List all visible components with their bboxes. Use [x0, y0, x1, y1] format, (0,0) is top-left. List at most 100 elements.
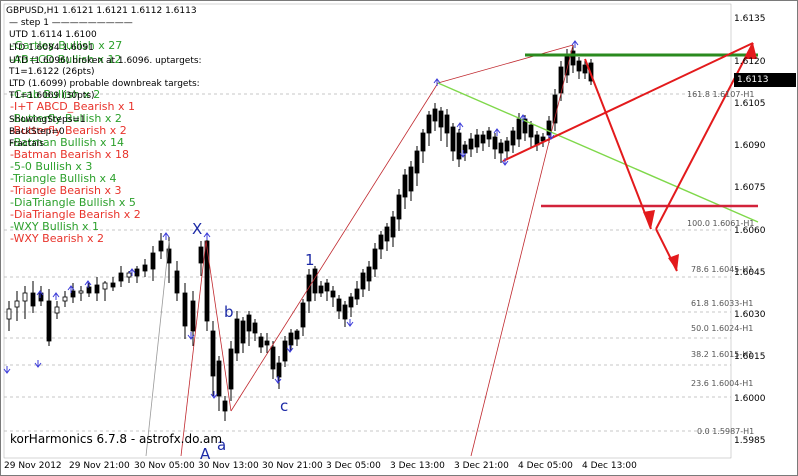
- symbol-header: GBPUSD,H1 1.6121 1.6121 1.6112 1.6113: [6, 6, 197, 16]
- utd-line: UTD 1.6114 1.6100: [9, 30, 97, 40]
- candle-body: [366, 266, 372, 282]
- candle-body: [222, 400, 228, 412]
- price-tick: 1.6135: [734, 14, 766, 24]
- candle-body: [78, 290, 84, 294]
- candle-body: [134, 268, 140, 277]
- ltd-prob-line: LTD (1.6099) probable downbreak targets:: [9, 79, 200, 89]
- pattern-leg: [437, 44, 574, 84]
- candle-body: [110, 282, 116, 288]
- candle-body: [420, 132, 426, 152]
- price-tick: 1.6015: [734, 352, 766, 362]
- fib-label: 61.8 1.6033-H1: [691, 299, 754, 308]
- candle-body: [576, 60, 582, 72]
- legend-item: -DiaTriangle Bullish x 5: [10, 196, 136, 209]
- candle-body: [444, 114, 450, 134]
- candle-body: [70, 290, 76, 298]
- candle-body: [240, 320, 246, 344]
- time-tick: 3 Dec 13:00: [390, 461, 445, 471]
- arrow-head-down-2: [668, 254, 679, 271]
- candle-body: [522, 118, 528, 134]
- wave-label-a: a: [217, 436, 227, 454]
- candle-body: [528, 124, 534, 138]
- candle-body: [516, 118, 522, 140]
- price-tick: 1.5985: [734, 436, 766, 446]
- projection-down: [584, 58, 652, 230]
- candle-body: [190, 300, 196, 332]
- projection-up: [655, 42, 754, 230]
- legend-item: -Triangle Bullish x 4: [10, 172, 117, 185]
- showing-steps-line: ShowingSteps=1: [9, 115, 86, 125]
- candle-body: [384, 226, 390, 242]
- time-tick: 4 Dec 13:00: [582, 461, 637, 471]
- legend-item: -I+T ABCD_Bearish x 1: [10, 100, 136, 113]
- candle-body: [270, 346, 276, 370]
- time-tick: 30 Nov 21:00: [262, 461, 323, 471]
- pattern-leg: [180, 240, 207, 457]
- time-tick: 29 Nov 2012: [4, 461, 62, 471]
- legend-item: -Batman Bullish x 14: [10, 136, 124, 149]
- fib-label: 0.0 1.5987-H1: [697, 427, 755, 436]
- candle-body: [234, 318, 240, 354]
- legend-item: -5-0 Bullish x 3: [10, 160, 93, 173]
- legend-item: -WXY Bearish x 2: [10, 232, 104, 245]
- candle-body: [510, 130, 516, 146]
- candle-body: [438, 110, 444, 128]
- candle-body: [486, 130, 492, 140]
- candle-body: [570, 50, 576, 66]
- step-line: — step 1 —————————: [9, 18, 133, 28]
- candle-body: [182, 292, 188, 327]
- candle-body: [330, 290, 336, 298]
- t1-up-line: T1=1.6122 (26pts): [9, 67, 95, 77]
- candle-body: [408, 166, 414, 192]
- candle-body: [456, 132, 462, 160]
- legend-item: -Batman Bearish x 18: [10, 148, 129, 161]
- candle-body: [228, 348, 234, 390]
- candle-body: [348, 296, 354, 308]
- time-tick: 3 Dec 05:00: [326, 461, 381, 471]
- candle-body: [294, 330, 300, 340]
- wave-label-1: 1: [305, 251, 315, 269]
- time-tick: 3 Dec 21:00: [454, 461, 509, 471]
- candle-body: [258, 336, 264, 348]
- branding-text: korHarmonics 6.7.8 - astrofx.do.am: [10, 432, 223, 446]
- legend-item: -Butterfly Bullish x 2: [10, 112, 122, 125]
- candle-body: [216, 360, 222, 397]
- legend-item: -WXY Bullish x 1: [10, 220, 100, 233]
- candle-body: [210, 330, 216, 377]
- t1-down-line: T1=1.6069 (30pts): [9, 91, 95, 101]
- pattern-leg: [230, 82, 439, 412]
- candle-body: [86, 286, 92, 294]
- pattern-leg: [470, 44, 574, 457]
- pattern-leg: [205, 240, 232, 412]
- time-tick: 30 Nov 13:00: [198, 461, 259, 471]
- fib-label: 78.6 1.6045-H1: [691, 265, 754, 274]
- gray-line: [145, 240, 170, 457]
- time-tick: 30 Nov 05:00: [134, 461, 195, 471]
- descending-trendline: [437, 82, 759, 223]
- candle-body: [324, 282, 330, 292]
- candle-body: [46, 300, 52, 342]
- utd-broken-line: UTD (1.6096) broken at 1.6096. uptargets…: [9, 56, 202, 66]
- candle-body: [498, 142, 504, 154]
- candle-body: [62, 296, 68, 302]
- price-tick: 1.6000: [734, 394, 766, 404]
- candle-body: [54, 306, 60, 314]
- candle-body: [30, 292, 36, 307]
- candle-body: [504, 140, 510, 152]
- candle-body: [336, 298, 342, 312]
- candle-body: [288, 332, 294, 346]
- candle-body: [342, 304, 348, 320]
- time-tick: 29 Nov 21:00: [69, 461, 130, 471]
- candle-body: [480, 134, 486, 144]
- legend-item: -AB=CD Bullish x 12: [10, 53, 122, 66]
- candle-body: [372, 248, 378, 270]
- candle-body: [312, 268, 318, 294]
- candle-body: [174, 270, 180, 294]
- fib-label: 100.0 1.6061-H1: [687, 219, 755, 228]
- candle-body: [396, 194, 402, 220]
- price-tick: 1.6120: [734, 57, 766, 67]
- candle-body: [198, 246, 204, 264]
- candle-body: [492, 136, 498, 150]
